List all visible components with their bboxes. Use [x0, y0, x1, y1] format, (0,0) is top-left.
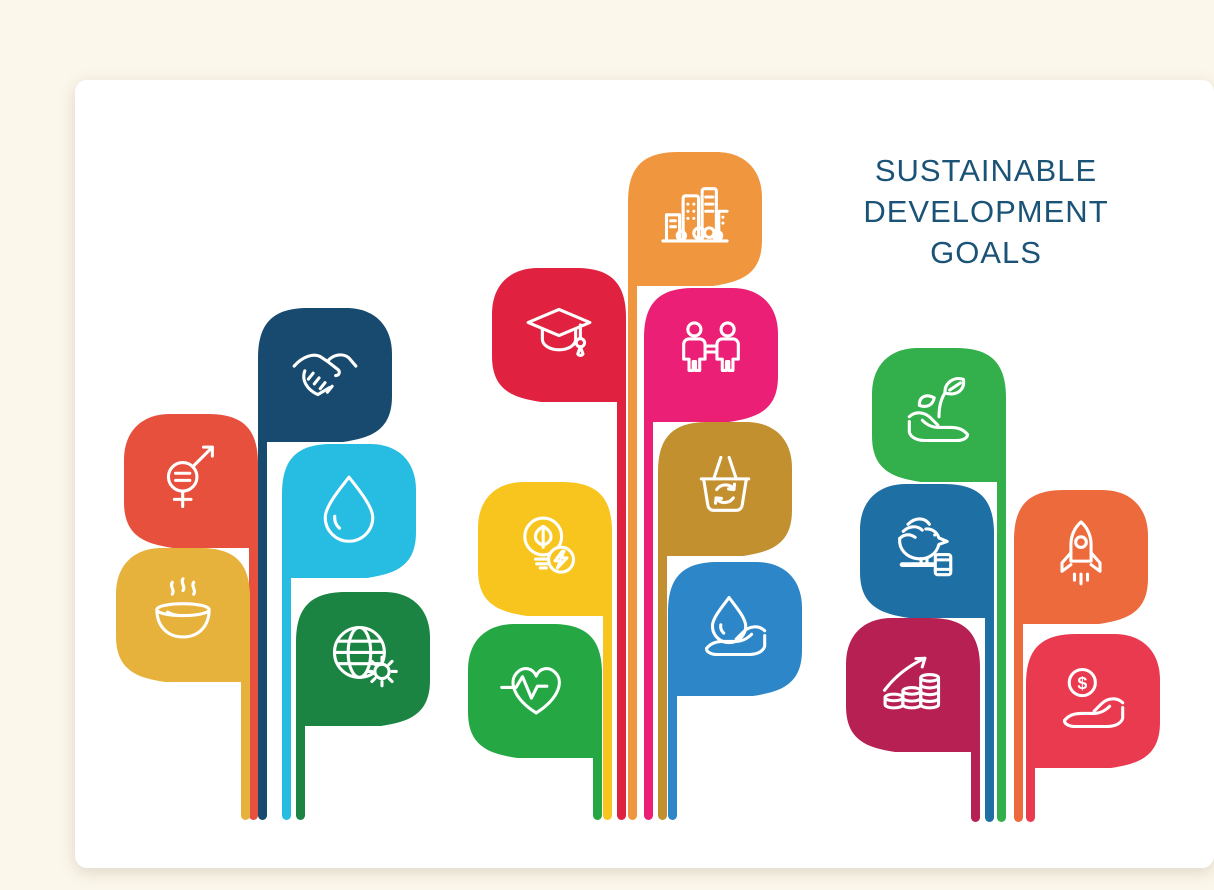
- leaf-shape: [658, 422, 792, 556]
- bulb-leaf-icon: [523, 516, 576, 574]
- handshake-icon: [292, 353, 358, 397]
- leaf-innovation-rocket: [1014, 490, 1148, 624]
- title-line-1: SUSTAINABLE: [874, 153, 1098, 188]
- title-line-2: DEVELOPMENT: [863, 194, 1109, 229]
- city-icon: [661, 187, 729, 243]
- leaf-clean-energy-stem: [603, 590, 612, 820]
- coins-growth-icon: [882, 656, 941, 710]
- leaf-financial-support-stem: [1026, 742, 1035, 822]
- leaf-peace-justice-stem: [985, 592, 994, 822]
- leaf-sustainable-city-stem: [628, 260, 637, 820]
- leaf-water-drop: [282, 444, 416, 578]
- dollar-hand-icon: $: [1062, 667, 1125, 729]
- water-hand-icon: [704, 595, 767, 657]
- page-title: SUSTAINABLE DEVELOPMENT GOALS: [830, 150, 1142, 273]
- food-bowl-icon: [155, 577, 211, 639]
- leaf-economic-growth-stem: [971, 726, 980, 822]
- leaf-partnership-handshake: [258, 308, 392, 442]
- leaf-economic-growth: [846, 618, 980, 752]
- leaf-peace-justice: [860, 484, 994, 618]
- leaf-financial-support: $: [1026, 634, 1160, 768]
- leaf-food-bowl: [116, 548, 250, 682]
- leaf-good-health: [468, 624, 602, 758]
- leaf-food-bowl-stem: [241, 656, 250, 820]
- leaf-shape: [282, 444, 416, 578]
- leaf-life-on-land-stem: [997, 456, 1006, 822]
- leaf-quality-education-stem: [617, 376, 626, 820]
- leaf-shape: [860, 484, 994, 618]
- leaf-shape: [258, 308, 392, 442]
- title-line-3: GOALS: [930, 235, 1042, 270]
- leaf-sustainable-city: [628, 152, 762, 286]
- basket-recycle-icon: [699, 455, 751, 512]
- leaf-good-health-stem: [593, 732, 602, 820]
- leaf-shape: [1026, 634, 1160, 768]
- heart-pulse-icon: [500, 667, 561, 715]
- leaf-globe-climate: [296, 592, 430, 726]
- people-equal-icon: [682, 321, 740, 372]
- svg-text:$: $: [1077, 673, 1087, 693]
- rocket-icon: [1060, 520, 1102, 586]
- leaf-clean-water-hand: [668, 562, 802, 696]
- leaf-people-equality: [644, 288, 778, 422]
- leaf-life-on-land: [872, 348, 1006, 482]
- leaf-shape: [1014, 490, 1148, 624]
- leaf-water-drop-stem: [282, 552, 291, 820]
- leaf-innovation-rocket-stem: [1014, 598, 1023, 822]
- leaf-partnership-handshake-stem: [258, 416, 267, 820]
- globe-sun-icon: [332, 625, 398, 688]
- leaf-gender-equality: [124, 414, 258, 548]
- leaf-shape: [846, 618, 980, 752]
- graduation-cap-icon: [526, 307, 592, 357]
- leaf-quality-education: [492, 268, 626, 402]
- leaf-clean-water-hand-stem: [668, 670, 677, 820]
- leaf-gender-equality-stem: [249, 522, 258, 820]
- water-drop-icon: [323, 475, 375, 543]
- leaf-clean-energy: [478, 482, 612, 616]
- leaf-responsible-consumption: [658, 422, 792, 556]
- gender-equality-icon: [166, 445, 214, 509]
- plant-hand-icon: [907, 377, 970, 443]
- leaf-shape: [668, 562, 802, 696]
- leaf-people-equality-stem: [644, 396, 653, 820]
- leaf-shape: [296, 592, 430, 726]
- leaf-globe-climate-stem: [296, 700, 305, 820]
- leaf-responsible-consumption-stem: [658, 530, 667, 820]
- leaf-shape: [644, 288, 778, 422]
- dove-gavel-icon: [898, 517, 953, 577]
- leaf-shape: [478, 482, 612, 616]
